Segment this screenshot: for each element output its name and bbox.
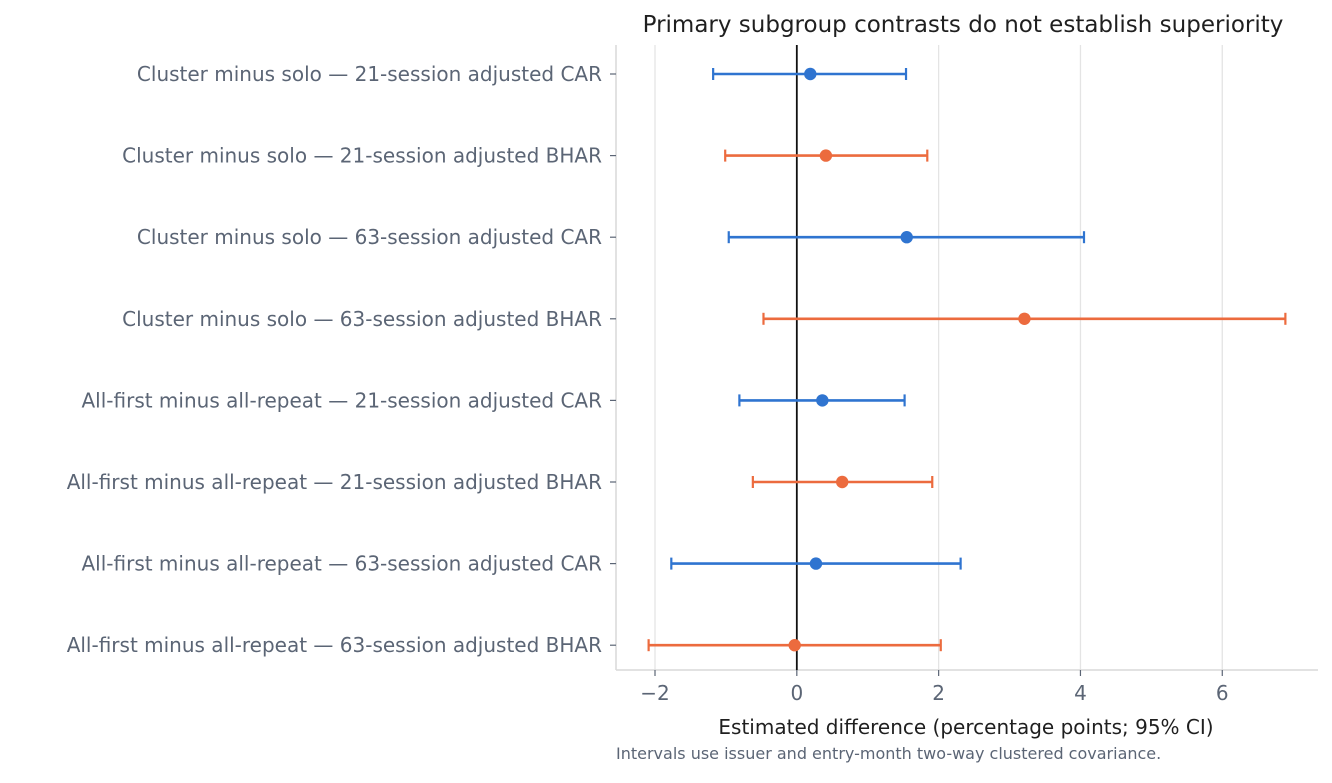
row-label: Cluster minus solo — 21-session adjusted… (122, 144, 602, 168)
row-label: All-first minus all-repeat — 63-session … (81, 552, 602, 576)
point-estimate-marker (809, 557, 823, 570)
point-estimate-marker (1018, 312, 1031, 325)
x-axis-label: Estimated difference (percentage points;… (718, 715, 1213, 739)
x-axis-ticks: −2 0 2 4 6 (640, 670, 1229, 705)
x-tick-label: −2 (640, 681, 669, 705)
row-label: All-first minus all-repeat — 21-session … (67, 470, 602, 494)
grid-layer (654, 45, 1223, 670)
axis-spines (615, 45, 1318, 671)
x-tick-label: 6 (1216, 681, 1229, 705)
point-estimate-marker (819, 149, 833, 162)
x-tick-label: 4 (1074, 681, 1087, 705)
row-label: All-first minus all-repeat — 21-session … (81, 388, 602, 412)
row-label: Cluster minus solo — 21-session adjusted… (137, 62, 602, 86)
row-label: Cluster minus solo — 63-session adjusted… (137, 225, 602, 249)
row-labels: Cluster minus solo — 21-session adjusted… (67, 62, 616, 657)
point-estimate-marker (836, 475, 849, 489)
interval-marks (647, 67, 1287, 652)
chart-title: Primary subgroup contrasts do not establ… (643, 12, 1284, 38)
point-estimate-marker (804, 67, 817, 81)
point-estimate-marker (788, 639, 801, 652)
row-label: All-first minus all-repeat — 63-session … (67, 633, 602, 657)
x-tick-label: 2 (932, 681, 945, 705)
point-estimate-marker (816, 394, 829, 407)
row-label: Cluster minus solo — 63-session adjusted… (122, 307, 602, 331)
point-estimate-marker (900, 231, 913, 244)
footnote: Intervals use issuer and entry-month two… (616, 744, 1161, 763)
x-tick-label: 0 (790, 681, 803, 705)
